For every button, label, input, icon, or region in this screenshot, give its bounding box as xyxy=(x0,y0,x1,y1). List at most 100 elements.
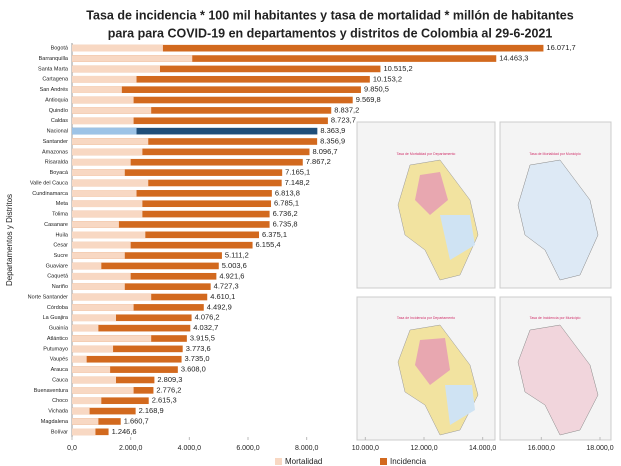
y-tick-label: Cundinamarca xyxy=(32,191,69,197)
bar xyxy=(72,241,253,249)
x-tick-label: 4.000,0 xyxy=(178,445,201,452)
bar xyxy=(72,397,149,405)
map-title: Tasa de Incidencia por Departamento xyxy=(397,316,455,320)
map-shape xyxy=(440,215,475,260)
bar xyxy=(72,221,119,228)
bar xyxy=(72,262,219,270)
bar xyxy=(72,107,152,114)
value-label: 1.660,7 xyxy=(124,416,149,425)
bar xyxy=(72,96,134,104)
bar xyxy=(72,387,134,394)
y-tick-label: Casanare xyxy=(44,222,68,228)
bar xyxy=(72,117,134,125)
value-label: 8.837,2 xyxy=(334,105,359,114)
y-tick-label: Guaviare xyxy=(46,263,68,269)
bar xyxy=(72,345,114,353)
value-label: 2.168,9 xyxy=(139,406,164,415)
map-title: Tasa de Mortalidad por Departamento xyxy=(397,152,456,156)
value-label: 9.850,5 xyxy=(364,85,389,94)
y-tick-label: Córdoba xyxy=(47,305,69,311)
value-label: 3.773,6 xyxy=(186,344,211,353)
y-tick-label: Vaupés xyxy=(50,357,68,363)
y-tick-label: Meta xyxy=(56,201,69,207)
bar xyxy=(72,138,318,145)
y-tick-label: Risaralda xyxy=(45,160,69,166)
value-label: 4.727,3 xyxy=(214,282,239,291)
value-label: 10.153,2 xyxy=(373,74,402,83)
value-label: 4.921,6 xyxy=(219,271,244,280)
bar xyxy=(72,210,270,218)
bar xyxy=(72,169,125,176)
bar xyxy=(72,107,332,114)
y-tick-label: Buenaventura xyxy=(34,388,69,394)
x-tick-label: 8.000,0 xyxy=(295,445,318,452)
y-tick-label: Santa Marta xyxy=(38,66,69,72)
y-tick-label: Valle del Cauca xyxy=(30,180,69,186)
bar xyxy=(72,75,137,83)
y-tick-label: La Guajira xyxy=(43,315,69,321)
bar xyxy=(72,96,353,104)
bar xyxy=(72,324,99,332)
bar xyxy=(72,355,87,363)
y-tick-label: Arauca xyxy=(51,367,69,373)
value-label: 7.165,1 xyxy=(285,168,310,177)
bar xyxy=(72,428,96,436)
value-label: 3.735,0 xyxy=(185,354,210,363)
bar xyxy=(72,345,183,353)
value-label: 7.867,2 xyxy=(306,157,331,166)
x-tick-label: 16.000,0 xyxy=(528,445,555,452)
y-tick-label: Amazonas xyxy=(42,149,68,155)
y-tick-label: Caldas xyxy=(51,118,68,124)
y-tick-label: Sucre xyxy=(54,253,68,259)
bar xyxy=(72,262,102,270)
value-label: 6.735,8 xyxy=(273,219,298,228)
value-label: 2.809,3 xyxy=(157,375,182,384)
y-tick-label: Quindío xyxy=(49,108,68,114)
value-label: 4.492,9 xyxy=(207,302,232,311)
bar xyxy=(72,304,204,311)
bar xyxy=(72,200,143,208)
value-label: 6.736,2 xyxy=(273,209,298,218)
bar xyxy=(72,44,163,52)
y-tick-label: Caquetá xyxy=(47,274,69,280)
chart-title: Tasa de incidencia * 100 mil habitantes … xyxy=(86,8,573,22)
bar xyxy=(72,231,146,239)
bar xyxy=(72,86,122,93)
bar xyxy=(72,148,310,156)
bar xyxy=(72,407,90,415)
map-shape xyxy=(445,385,475,425)
bar xyxy=(72,190,137,197)
y-tick-label: San Andrés xyxy=(40,87,69,93)
bar xyxy=(72,127,137,135)
bar xyxy=(72,55,497,62)
bar xyxy=(72,65,381,73)
x-tick-label: 6.000,0 xyxy=(236,445,259,452)
y-tick-label: Huila xyxy=(55,232,68,238)
value-label: 3.915,5 xyxy=(190,333,215,342)
y-tick-label: Cauca xyxy=(52,377,69,383)
x-tick-label: 14.000,0 xyxy=(469,445,496,452)
value-label: 4.610,1 xyxy=(210,292,235,301)
y-tick-label: Atlántico xyxy=(47,336,68,342)
value-label: 8.363,9 xyxy=(320,126,345,135)
bar xyxy=(72,44,544,52)
y-tick-label: Santander xyxy=(43,139,69,145)
bar xyxy=(72,65,160,73)
y-tick-label: Boyacá xyxy=(50,170,69,176)
bar xyxy=(72,366,111,373)
bar xyxy=(72,138,149,145)
bar xyxy=(72,252,125,259)
bar xyxy=(72,148,143,156)
bar xyxy=(72,314,192,322)
bar xyxy=(72,179,282,187)
legend-swatch xyxy=(380,458,387,465)
value-label: 14.463,3 xyxy=(499,54,528,63)
y-tick-label: Nacional xyxy=(47,129,68,135)
chart-subtitle: para para COVID-19 en departamentos y di… xyxy=(108,26,553,40)
map-shape xyxy=(517,159,599,281)
value-label: 4.076,2 xyxy=(195,313,220,322)
bar xyxy=(72,127,318,135)
value-label: 1.246,6 xyxy=(112,427,137,436)
y-tick-label: Tolima xyxy=(52,212,69,218)
